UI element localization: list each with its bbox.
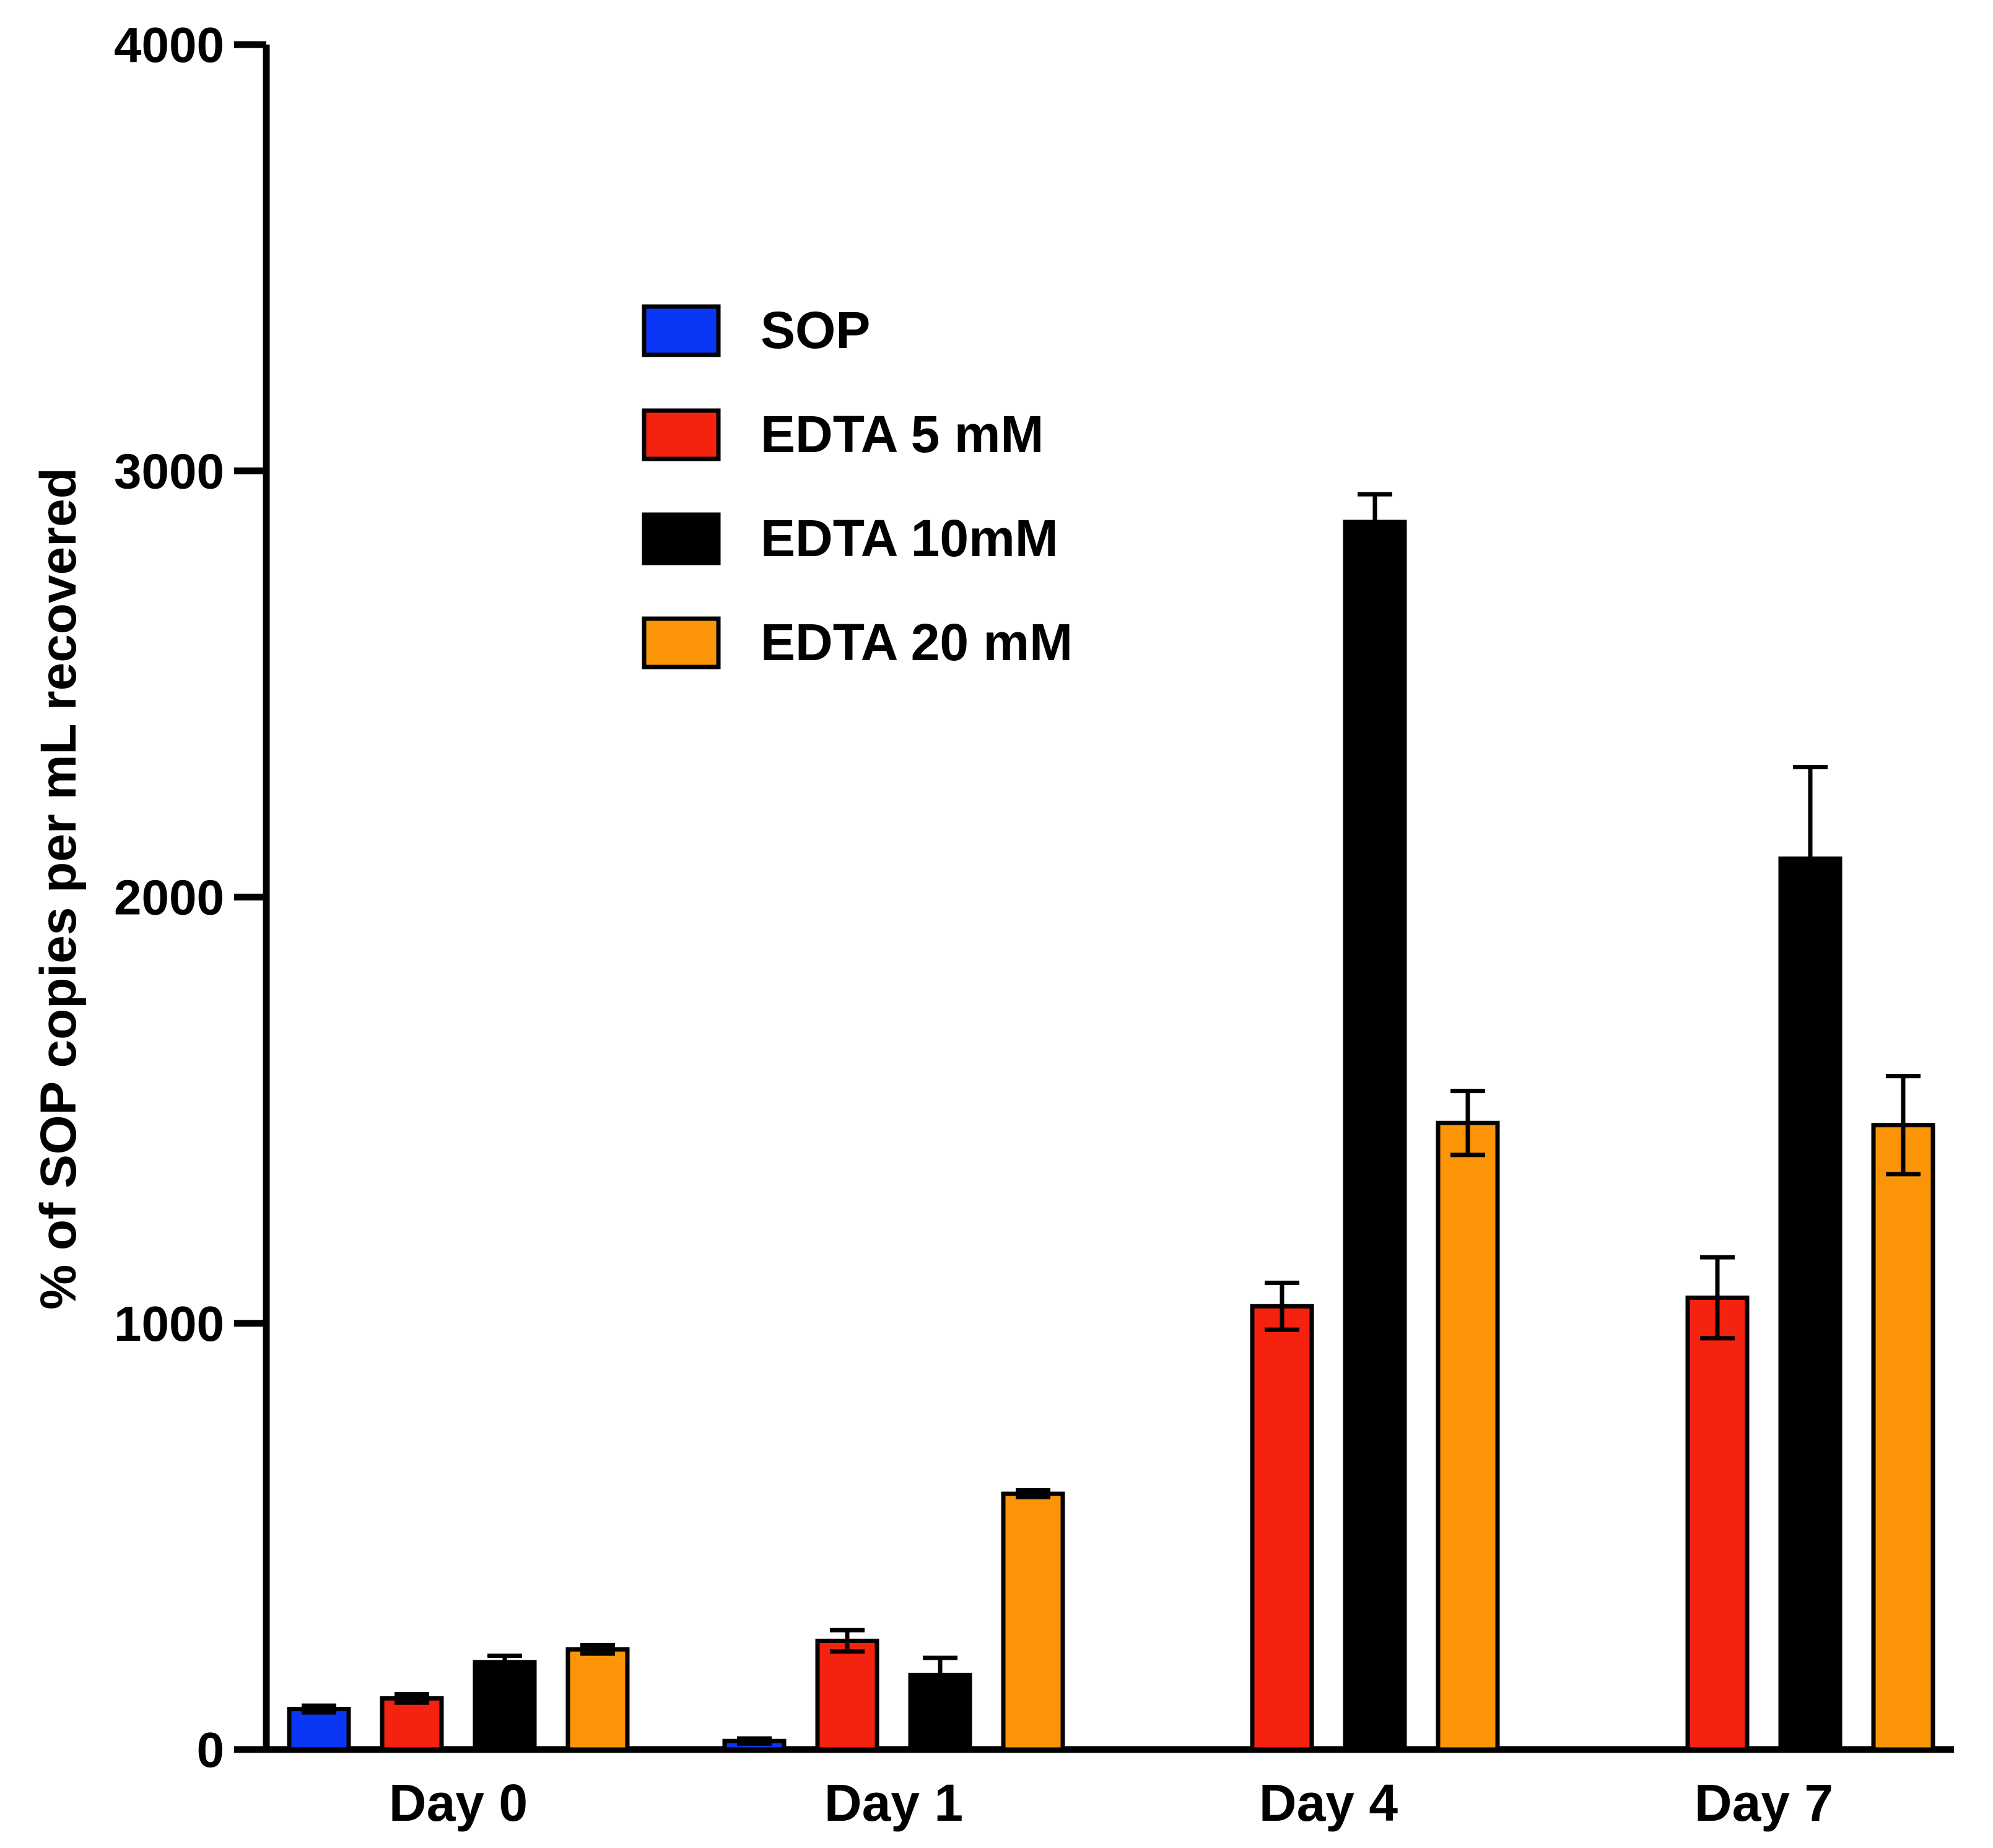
x-tick-label: Day 4 [1259, 1774, 1398, 1832]
bar [287, 1707, 351, 1752]
bars [287, 520, 1935, 1753]
legend-label: EDTA 10mM [761, 509, 1058, 567]
y-tick-label: 3000 [114, 443, 224, 499]
y-axis-label: % of SOP copies per mL recovered [30, 468, 87, 1310]
x-tick-label: Day 0 [389, 1774, 528, 1832]
bar [815, 1638, 879, 1752]
y-tick-label: 1000 [114, 1296, 224, 1351]
legend-swatch [642, 304, 721, 357]
legend-label: EDTA 20 mM [761, 613, 1073, 671]
bar [1343, 520, 1407, 1752]
bar [1436, 1120, 1500, 1752]
x-tick-label: Day 7 [1694, 1774, 1833, 1832]
axis-labels: % of SOP copies per mL recovered 0 1000 20… [30, 17, 1833, 1832]
error-bars [302, 492, 1921, 1746]
bar [565, 1647, 630, 1752]
x-tick-label: Day 1 [824, 1774, 963, 1832]
bar [1871, 1123, 1935, 1752]
legend-label: SOP [761, 301, 870, 359]
bar [473, 1660, 537, 1752]
legend-swatch [642, 408, 721, 461]
y-tick-label: 4000 [114, 17, 224, 72]
legend-label: EDTA 5 mM [761, 405, 1044, 463]
bar [380, 1696, 444, 1752]
legend-swatch [642, 512, 721, 565]
axes [234, 41, 1954, 1753]
bar [1001, 1491, 1065, 1752]
y-tick-label: 2000 [114, 870, 224, 925]
legend-swatch [642, 616, 721, 669]
y-tick-label: 0 [197, 1722, 225, 1777]
bar [1685, 1295, 1750, 1752]
legend: SOP EDTA 5 mM EDTA 10mM EDTA 20 mM [642, 301, 1073, 671]
bar [1250, 1304, 1314, 1752]
bar [1778, 856, 1843, 1752]
